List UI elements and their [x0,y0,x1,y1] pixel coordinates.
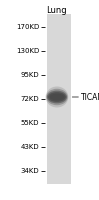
Ellipse shape [50,94,64,100]
Text: TICAM1: TICAM1 [72,92,99,102]
Text: 72KD: 72KD [20,96,39,102]
Ellipse shape [46,89,68,105]
Ellipse shape [48,92,66,102]
Ellipse shape [46,86,68,108]
Text: 34KD: 34KD [20,168,39,174]
Text: 170KD: 170KD [16,24,39,30]
Text: 95KD: 95KD [20,72,39,78]
Text: Lung: Lung [47,6,67,15]
Text: 130KD: 130KD [16,48,39,54]
Ellipse shape [47,91,67,103]
Text: 43KD: 43KD [20,144,39,150]
Bar [47,14,71,184]
Text: 55KD: 55KD [21,120,39,126]
